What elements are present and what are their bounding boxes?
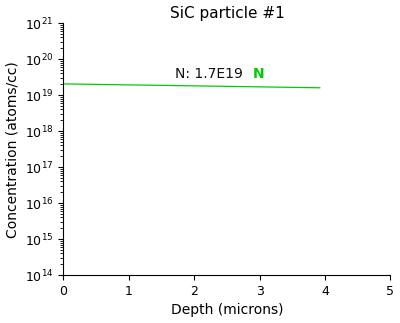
Y-axis label: Concentration (atoms/cc): Concentration (atoms/cc)	[6, 61, 20, 237]
X-axis label: Depth (microns): Depth (microns)	[171, 303, 283, 318]
Text: N: 1.7E19: N: 1.7E19	[175, 67, 242, 81]
Text: N: N	[253, 67, 265, 81]
Title: SiC particle #1: SiC particle #1	[170, 5, 284, 21]
